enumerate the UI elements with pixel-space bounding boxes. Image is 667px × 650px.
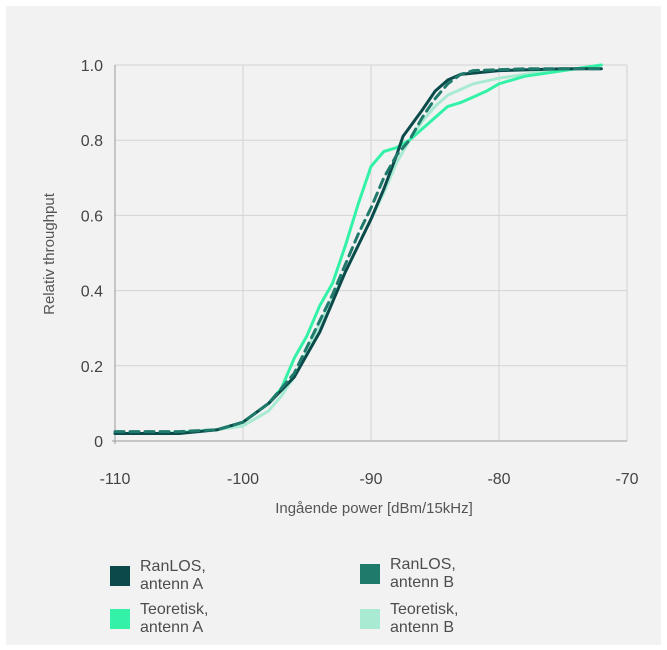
legend-label-teoretisk-a: Teoretisk, antenn A: [140, 601, 209, 636]
y-axis-label: Relativ throughput: [41, 192, 58, 315]
y-tick-label: 0.4: [81, 284, 103, 301]
series-line-3: [113, 63, 603, 435]
y-tick-label: 1.0: [81, 58, 103, 75]
x-tick-label: -90: [359, 471, 382, 488]
legend-swatch-ranlos-a: [110, 566, 130, 586]
legend-label-ranlos-b: RanLOS, antenn B: [390, 556, 456, 591]
legend-swatch-teoretisk-a: [110, 609, 130, 629]
grid: [115, 64, 628, 441]
x-tick-label: -110: [100, 471, 131, 488]
legend-swatch-ranlos-b: [360, 564, 380, 584]
y-tick-label: 0.2: [81, 359, 103, 376]
x-tick-label: -80: [487, 471, 510, 488]
legend-label-ranlos-a: RanLOS, antenn A: [140, 558, 206, 593]
legend-item-teoretisk-a: Teoretisk, antenn A: [110, 601, 208, 637]
series-line-2: [113, 63, 603, 435]
x-tick-label: -70: [615, 471, 638, 488]
y-tick-label: 0.8: [81, 133, 103, 150]
series-lines: [113, 63, 603, 435]
legend-item-ranlos-b: RanLOS, antenn B: [360, 556, 456, 592]
legend-label-teoretisk-b: Teoretisk, antenn B: [390, 601, 459, 636]
x-axis-label: Ingående power [dBm/15kHz]: [275, 500, 473, 517]
legend-swatch-teoretisk-b: [360, 609, 380, 629]
x-tick-label: -100: [227, 471, 259, 488]
axes: [112, 65, 627, 444]
y-tick-label: 0.6: [81, 208, 103, 225]
series-line-1: [113, 67, 603, 434]
legend-item-ranlos-a: RanLOS, antenn A: [110, 558, 206, 594]
y-tick-label: 0: [94, 434, 103, 451]
tick-labels: -110 -100 -90 -80 -70 0 0.2 0.4 0.6 0.8 1.0: [81, 58, 639, 488]
series-line-0: [113, 67, 603, 435]
legend-item-teoretisk-b: Teoretisk, antenn B: [360, 601, 458, 637]
